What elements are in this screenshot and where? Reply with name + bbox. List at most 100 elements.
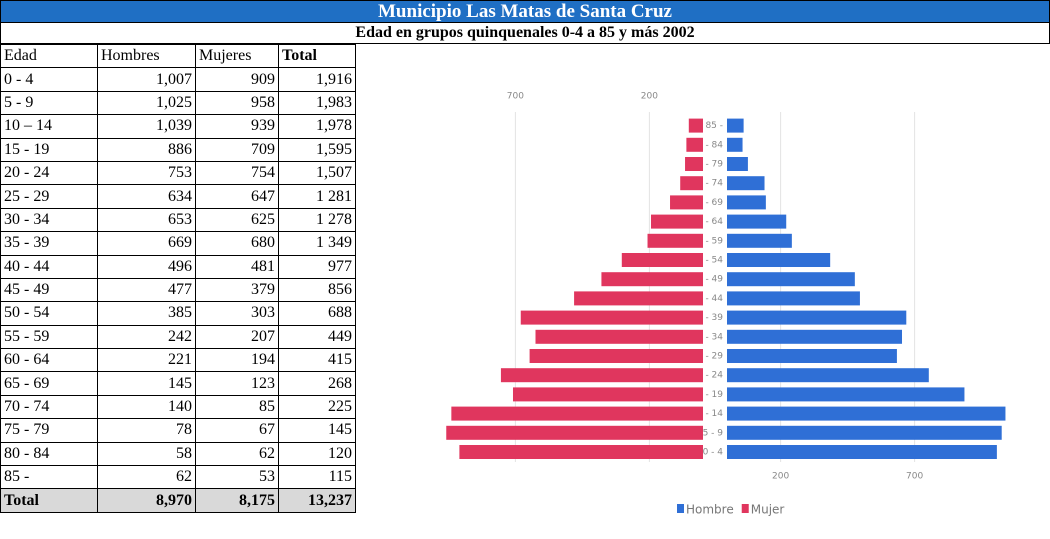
bar	[727, 310, 907, 325]
cell: 53	[195, 465, 279, 490]
cell: 30 - 34	[0, 207, 98, 233]
cell: 653	[97, 207, 196, 233]
cell: 415	[278, 348, 356, 373]
cell: 856	[278, 277, 356, 303]
cell: 754	[195, 160, 279, 186]
cell: 496	[97, 254, 196, 279]
bar	[647, 233, 703, 248]
cell: 58	[97, 441, 196, 467]
row: 50 - 54 385 303 688	[0, 301, 356, 326]
cell: 65 - 69	[0, 371, 98, 396]
row: 65 - 69 145 123 268	[0, 371, 356, 396]
bar	[727, 195, 766, 210]
cell: 140	[97, 394, 196, 420]
bar	[512, 387, 703, 402]
row: Total 8,970 8,175 13,237	[0, 488, 356, 513]
bar	[685, 157, 703, 171]
bar	[727, 368, 929, 383]
cell: 67	[195, 418, 279, 443]
cell: 1,595	[278, 137, 356, 162]
chart: 200 200 700 700 0 - 4 5 - 9 10 - 14 15 - 19 20 -…	[446, 92, 1006, 517]
bar	[535, 329, 703, 344]
age-label: 70 - 74	[691, 179, 723, 189]
cell: 60 - 64	[0, 348, 98, 373]
cell: 145	[97, 371, 196, 396]
cell: 481	[195, 254, 279, 279]
row: 10 – 14 1,039 939 1,978	[0, 114, 356, 139]
bar	[727, 272, 855, 287]
legend-label: Mujer	[751, 503, 785, 517]
row: 70 - 74 140 85 225	[0, 394, 356, 420]
bar	[727, 406, 1006, 421]
cell: 268	[278, 371, 356, 396]
cell: 688	[278, 301, 356, 326]
bar	[451, 406, 703, 421]
bar	[670, 195, 703, 210]
bar	[688, 118, 703, 133]
row: 15 - 19 886 709 1,595	[0, 137, 356, 162]
bar	[727, 176, 765, 191]
age-label: 45 - 49	[691, 275, 723, 285]
bar	[520, 310, 703, 325]
cell: Total	[278, 43, 356, 69]
cell: 62	[195, 441, 279, 467]
cell: 207	[195, 324, 279, 350]
bar	[686, 137, 703, 152]
cell: Total	[0, 488, 98, 513]
cell: 35 - 39	[0, 231, 98, 256]
bar	[459, 445, 703, 459]
title: Municipio Las Matas de Santa Cruz	[0, 0, 1050, 23]
cell: 669	[97, 231, 196, 256]
cell: 85 -	[0, 465, 98, 490]
row: Edad Hombres Mujeres Total	[0, 43, 356, 69]
cell: 753	[97, 160, 196, 186]
bar	[727, 214, 787, 229]
cell: 85	[195, 394, 279, 420]
cell: 477	[97, 277, 196, 303]
cell: 225	[278, 394, 356, 420]
age-label: 20 - 24	[691, 371, 723, 381]
cell: 62	[97, 465, 196, 490]
row: 45 - 49 477 379 856	[0, 277, 356, 303]
row: 75 - 79 78 67 145	[0, 418, 356, 443]
row: 5 - 9 1,025 958 1,983	[0, 90, 356, 116]
row: 85 -62 53 115	[0, 465, 356, 490]
bar	[574, 291, 703, 306]
cell: 625	[195, 207, 279, 233]
legend-swatch	[741, 504, 749, 513]
cell: 115	[278, 465, 356, 490]
cell: 70 - 74	[0, 394, 98, 420]
row: 20 - 24 753 754 1,507	[0, 160, 356, 186]
bar	[727, 137, 743, 152]
cell: 221	[97, 348, 196, 373]
bar	[727, 157, 748, 171]
bar	[446, 425, 703, 440]
age-label: 30 - 34	[691, 332, 723, 342]
cell: 977	[278, 254, 356, 279]
row: 25 - 29 634 647 1 281	[0, 184, 356, 209]
bar	[727, 349, 897, 363]
age-label: 80 - 84	[691, 140, 723, 150]
cell: 1 281	[278, 184, 356, 209]
bar	[727, 387, 965, 402]
cell: 1,007	[97, 67, 196, 92]
age-label: 75 - 79	[691, 160, 723, 170]
cell: 8,175	[195, 488, 279, 513]
cell: 40 - 44	[0, 254, 98, 279]
subtitle: Edad en grupos quinquenales 0-4 a 85 y m…	[0, 22, 1050, 44]
cell: 1,978	[278, 114, 356, 139]
bar	[651, 214, 703, 229]
age-label: 15 - 19	[691, 390, 723, 400]
row: 0 - 4 1,007 909 1,916	[0, 67, 356, 92]
row: 80 - 84 58 62 120	[0, 441, 356, 467]
age-label: 40 - 44	[691, 294, 723, 304]
age-label: 65 - 69	[691, 198, 723, 208]
bar	[621, 253, 703, 267]
cell: 80 - 84	[0, 441, 98, 467]
age-label: 10 - 14	[691, 409, 723, 419]
age-label: 85 -	[705, 121, 723, 131]
cell: 379	[195, 277, 279, 303]
bar	[680, 176, 703, 191]
cell: 909	[195, 67, 279, 92]
